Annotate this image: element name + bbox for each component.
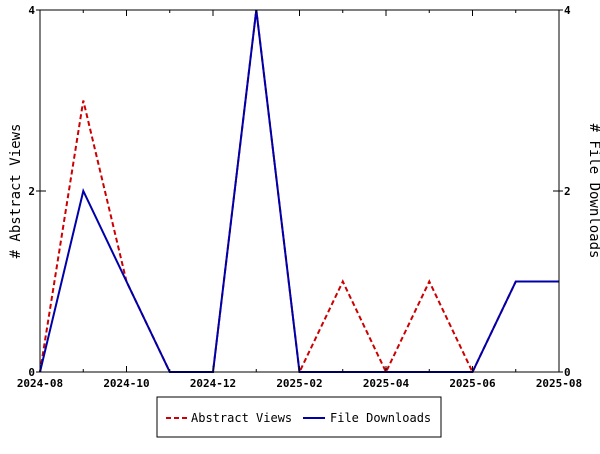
x-tick-label: 2025-02 [276, 377, 322, 390]
plot-frame [39, 9, 560, 373]
y-left-tick-label: 0 [28, 366, 35, 379]
y-right-tick-label: 4 [564, 4, 571, 17]
y-right-tick-label: 2 [564, 185, 571, 198]
ticks-layer: 2024-08 2024-10 2024-12 2025-02 2025-04 2025-… [17, 4, 582, 390]
x-tick-label: 2025-06 [449, 377, 496, 390]
series-line-file-downloads [39, 9, 559, 373]
legend-label-file-downloads: File Downloads [330, 411, 431, 425]
y-right-tick-label: 0 [564, 366, 571, 379]
y-left-tick-label: 4 [28, 4, 35, 17]
series-layer [39, 9, 559, 376]
y-axis-left-title: # Abstract Views [8, 124, 24, 259]
x-tick-label: 2024-08 [17, 377, 63, 390]
legend-label-abstract-views: Abstract Views [191, 411, 292, 425]
y-axis-right-title: # File Downloads [586, 124, 600, 259]
y-left-tick-label: 2 [28, 185, 35, 198]
x-tick-label: 2024-12 [190, 377, 236, 390]
legend-box [156, 396, 442, 438]
x-tick-label: 2024-10 [103, 377, 149, 390]
legend: Abstract Views File Downloads [156, 396, 442, 438]
x-tick-label: 2025-04 [363, 377, 410, 390]
x-tick-label: 2025-08 [536, 377, 582, 390]
series-line-abstract-views [39, 9, 559, 376]
